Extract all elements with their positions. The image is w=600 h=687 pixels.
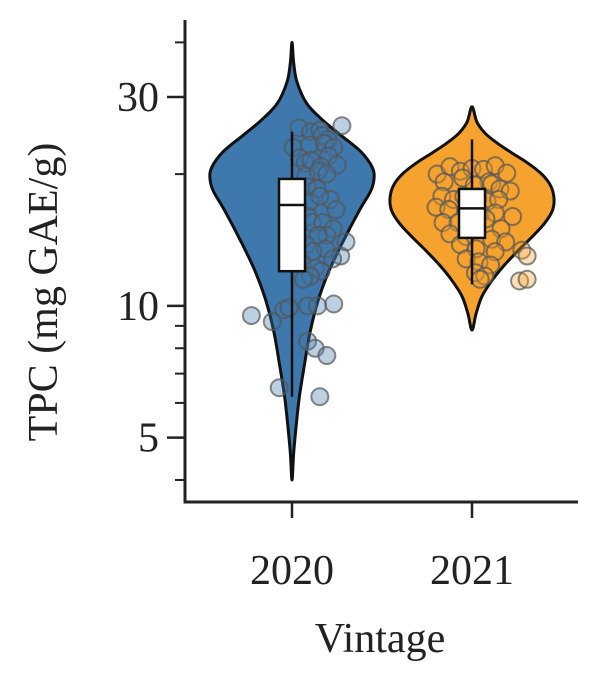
boxes-layer	[277, 131, 487, 397]
data-point-2020	[310, 387, 330, 407]
data-point-2020	[241, 306, 261, 326]
data-point-2021	[503, 207, 523, 227]
x-tick-label: 2020	[250, 548, 334, 594]
y-tick-label: 30	[117, 75, 159, 121]
data-point-2020	[311, 261, 331, 281]
data-point-2020	[317, 346, 337, 366]
y-axis-title: TPC (mg GAE/g)	[21, 143, 67, 442]
y-tick-label: 5	[138, 416, 159, 462]
data-point-2020	[299, 135, 319, 155]
data-point-2020	[320, 189, 340, 209]
points-layer	[241, 116, 537, 407]
axes-layer: 5 10 30 2020 2021	[117, 20, 578, 594]
box-2020	[277, 177, 307, 273]
x-ticks: 2020 2021	[250, 502, 514, 594]
data-point-2020	[326, 200, 346, 220]
data-point-2020	[279, 298, 299, 318]
data-point-2020	[317, 164, 337, 184]
data-point-2020	[298, 296, 318, 316]
x-axis-title: Vintage	[315, 616, 445, 662]
data-point-2021	[434, 172, 454, 192]
y-ticks: 5 10 30	[117, 41, 185, 481]
data-point-2021	[517, 246, 537, 266]
data-point-2021	[517, 269, 537, 289]
data-point-2020	[308, 296, 328, 316]
violins-layer	[208, 40, 556, 482]
data-point-2020	[269, 378, 289, 398]
data-point-2021	[481, 255, 501, 275]
x-tick-label: 2021	[430, 548, 514, 594]
data-point-2020	[310, 186, 330, 206]
data-point-2020	[332, 116, 352, 136]
y-tick-label: 10	[117, 284, 159, 330]
data-point-2020	[324, 294, 344, 314]
data-point-2020	[323, 249, 343, 269]
data-point-2021	[497, 163, 517, 183]
data-point-2020	[289, 118, 309, 138]
box-2021	[457, 187, 487, 240]
data-point-2021	[470, 269, 490, 289]
data-point-2020	[262, 312, 282, 332]
data-point-2020	[294, 269, 314, 289]
